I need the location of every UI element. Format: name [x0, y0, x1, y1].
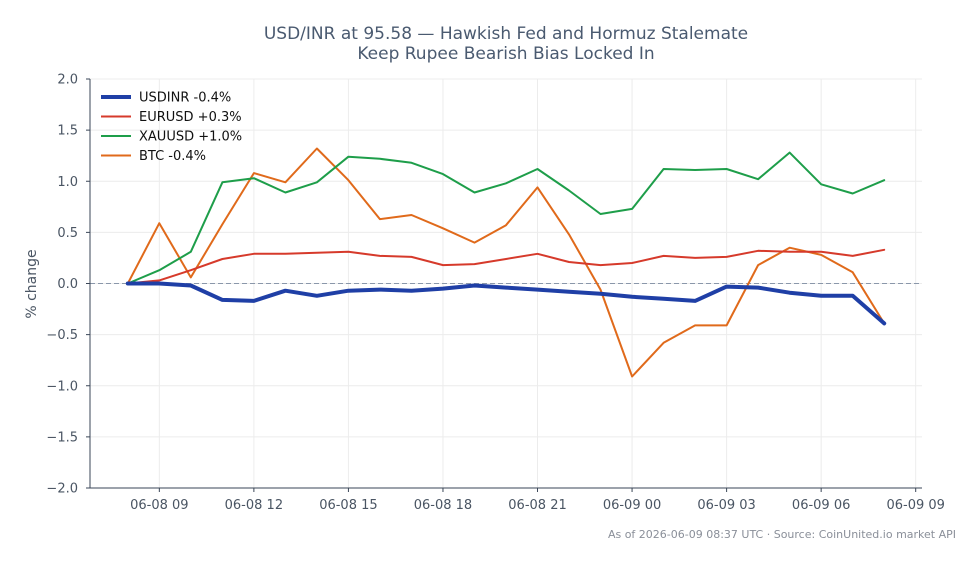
- chart-title-line-2: Keep Rupee Bearish Bias Locked In: [357, 44, 654, 64]
- series-line-eurusd: [126, 248, 886, 285]
- x-tick-label: 06-08 12: [225, 498, 283, 513]
- x-tick-label: 06-09 09: [886, 498, 944, 513]
- y-tick-label: 1.0: [57, 175, 78, 190]
- y-tick-label: 2.0: [57, 73, 78, 88]
- y-tick-label: 1.5: [57, 124, 78, 139]
- x-tick-label: 06-09 03: [697, 498, 755, 513]
- x-tick-label: 06-09 06: [792, 498, 850, 513]
- x-tick-label: 06-08 09: [130, 498, 188, 513]
- series-line-usdinr: [125, 281, 887, 326]
- y-tick-label: −1.5: [46, 430, 78, 445]
- series-line-xauusd: [126, 151, 886, 285]
- y-axis-label: % change: [24, 249, 40, 318]
- series-line-btc: [126, 147, 886, 378]
- x-tick-label: 06-09 00: [603, 498, 661, 513]
- y-tick-label: 0.5: [57, 226, 78, 241]
- legend-label: XAUUSD +1.0%: [139, 130, 242, 145]
- x-axis-ticks: 06-08 09 06-08 12 06-08 15 06-08 18 06-08 21…: [130, 488, 945, 513]
- legend: USDINR -0.4% EURUSD +0.3% XAUUSD +1.0% BTC …: [101, 91, 242, 164]
- x-tick-label: 06-08 18: [414, 498, 472, 513]
- legend-label: BTC -0.4%: [139, 149, 206, 164]
- x-tick-label: 06-08 15: [319, 498, 377, 513]
- series-lines: [125, 147, 887, 378]
- y-axis-ticks: −2.0 −1.5 −1.0 −0.5 0.0 0.5 1.0 1.5 2.0: [46, 73, 90, 497]
- axes: −2.0 −1.5 −1.0 −0.5 0.0 0.5 1.0 1.5 2.0 06-08 09…: [46, 73, 945, 514]
- y-tick-label: 0.0: [57, 277, 78, 292]
- chart-title: USD/INR at 95.58 — Hawkish Fed and Hormu…: [264, 24, 748, 64]
- chart-title-line-1: USD/INR at 95.58 — Hawkish Fed and Hormu…: [264, 24, 748, 44]
- y-tick-label: −1.0: [46, 379, 78, 394]
- source-annotation: As of 2026-06-09 08:37 UTC · Source: Coi…: [608, 528, 956, 541]
- legend-label: USDINR -0.4%: [139, 91, 231, 106]
- y-tick-label: −0.5: [46, 328, 78, 343]
- legend-label: EURUSD +0.3%: [139, 110, 242, 125]
- y-tick-label: −2.0: [46, 482, 78, 497]
- x-tick-label: 06-08 21: [508, 498, 566, 513]
